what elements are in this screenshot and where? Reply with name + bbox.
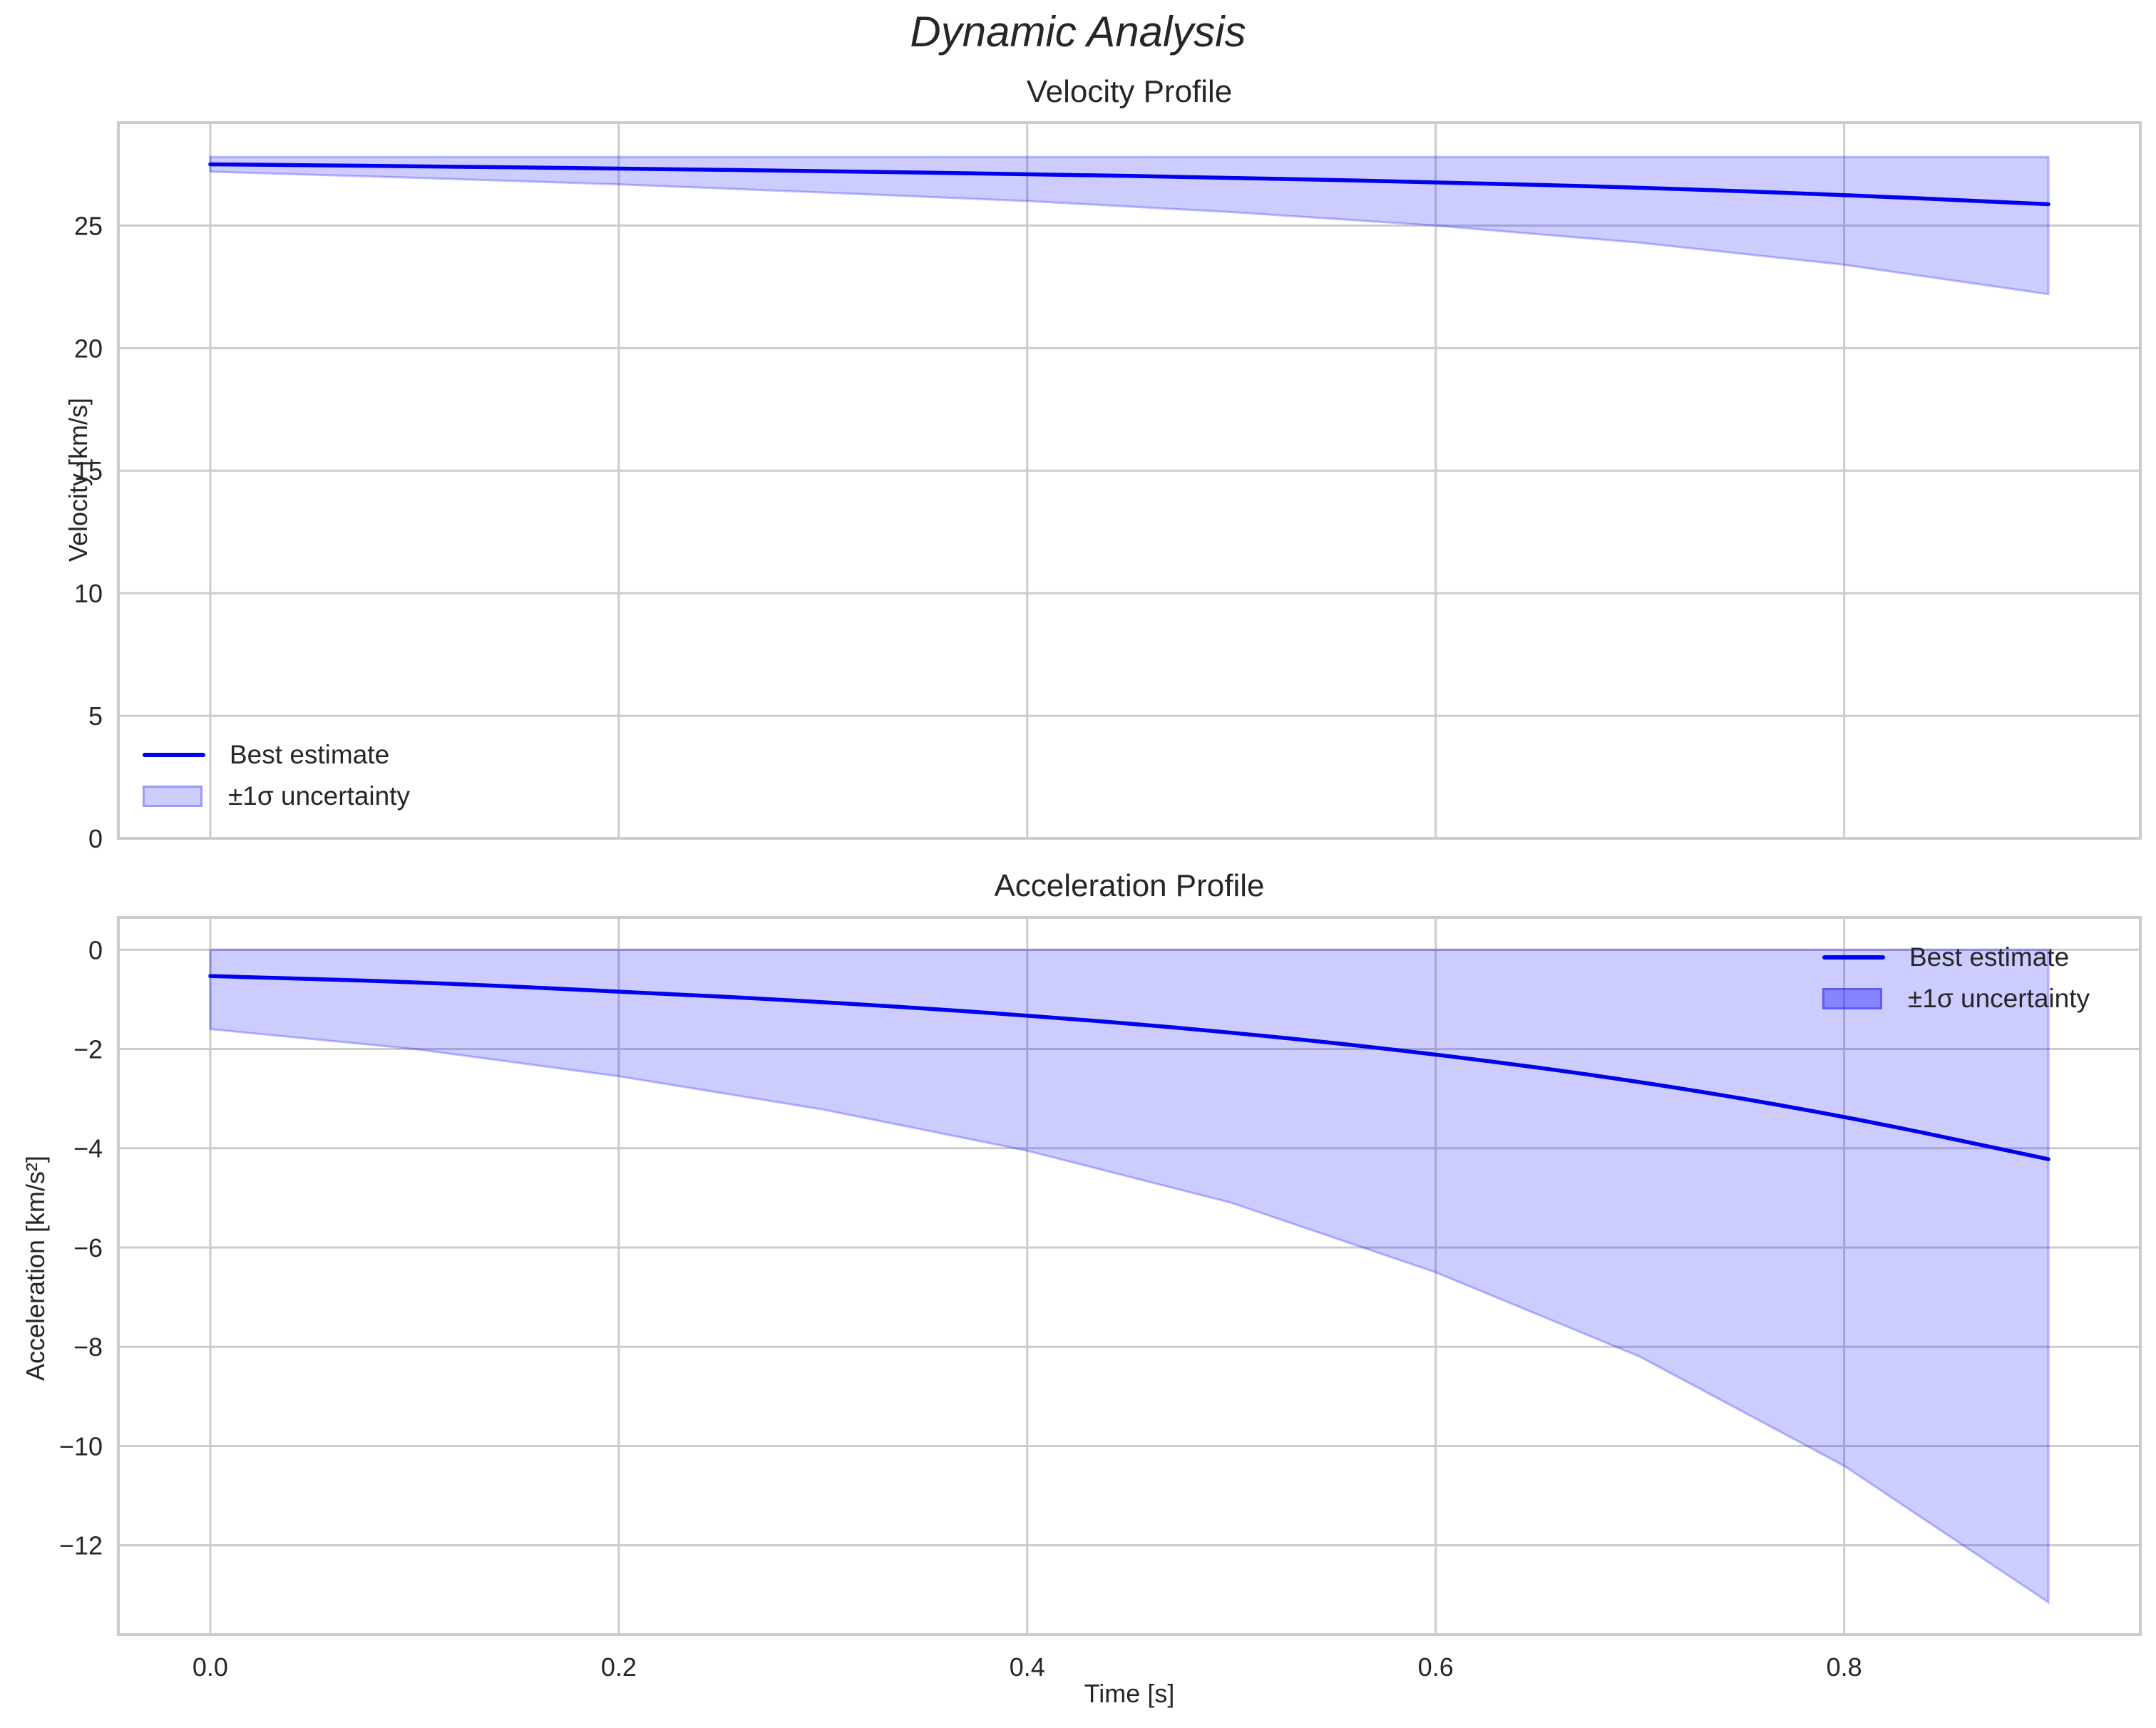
acceleration-title: Acceleration Profile bbox=[994, 868, 1265, 903]
uncertainty-band bbox=[209, 948, 2050, 1605]
legend-label: ±1σ uncertainty bbox=[1908, 984, 2090, 1013]
legend-label: Best estimate bbox=[1909, 942, 2070, 972]
legend-item-best-estimate: Best estimate bbox=[143, 734, 410, 776]
x-tick-label: 0.6 bbox=[1418, 1652, 1454, 1682]
x-tick-label: 0.8 bbox=[1827, 1652, 1862, 1682]
axes-frame bbox=[117, 121, 2142, 840]
legend-item-uncertainty: ±1σ uncertainty bbox=[143, 776, 410, 817]
y-tick-label: 5 bbox=[88, 701, 103, 731]
legend-label: ±1σ uncertainty bbox=[228, 781, 410, 811]
patch-swatch-icon bbox=[143, 786, 202, 807]
uncertainty-band bbox=[209, 155, 2050, 296]
y-tick-label: −10 bbox=[59, 1431, 103, 1461]
y-tick-label: −2 bbox=[73, 1034, 103, 1064]
y-tick-label: −8 bbox=[73, 1332, 103, 1362]
x-tick-label: 0.2 bbox=[601, 1652, 637, 1682]
y-tick-label: 0 bbox=[88, 824, 103, 853]
velocity-axes: 0 5 10 15 20 25 bbox=[74, 121, 2142, 853]
velocity-title: Velocity Profile bbox=[1026, 74, 1233, 109]
legend-item-best-estimate: Best estimate bbox=[1822, 937, 2090, 978]
best-estimate-line bbox=[208, 974, 2050, 1161]
y-tick-label: −4 bbox=[73, 1134, 103, 1163]
patch-swatch-icon bbox=[1822, 988, 1882, 1009]
axes-frame bbox=[117, 916, 2142, 1636]
y-tick-label: 15 bbox=[74, 456, 103, 485]
y-tick-label: −12 bbox=[59, 1531, 103, 1560]
y-tick-label: 10 bbox=[74, 579, 103, 608]
legend-item-uncertainty: ±1σ uncertainty bbox=[1822, 978, 2090, 1019]
acceleration-legend: Best estimate ±1σ uncertainty bbox=[1822, 937, 2090, 1019]
y-tick-label: −6 bbox=[73, 1233, 103, 1262]
line-swatch-icon bbox=[1822, 955, 1885, 960]
figure-title: Dynamic Analysis bbox=[910, 8, 1246, 56]
y-tick-label: 0 bbox=[88, 935, 103, 965]
legend-label: Best estimate bbox=[230, 740, 390, 769]
line-swatch-icon bbox=[143, 753, 205, 757]
y-tick-label: 20 bbox=[74, 334, 103, 363]
y-tick-label: 25 bbox=[74, 211, 103, 240]
acceleration-axes: 0 −2 −4 −6 −8 −10 −12 0.0 0.2 0.4 0.6 0.8 bbox=[59, 916, 2142, 1682]
velocity-legend: Best estimate ±1σ uncertainty bbox=[143, 734, 410, 817]
x-tick-label: 0.0 bbox=[192, 1652, 228, 1682]
x-tick-label: 0.4 bbox=[1010, 1652, 1045, 1682]
time-xlabel: Time [s] bbox=[1084, 1679, 1175, 1708]
best-estimate-line bbox=[208, 162, 2050, 207]
